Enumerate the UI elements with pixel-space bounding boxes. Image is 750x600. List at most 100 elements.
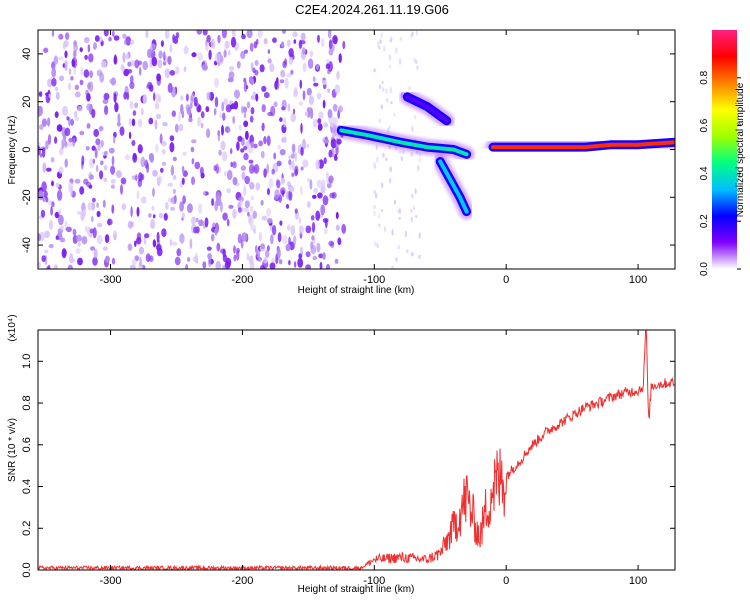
noise-blob bbox=[215, 195, 222, 207]
noise-blob bbox=[208, 49, 212, 60]
colorbar: 0.0 0.2 0.4 0.6 0.8 Normalized spectral ampl… bbox=[699, 30, 746, 276]
noise-blob bbox=[312, 194, 317, 199]
noise-blob bbox=[156, 175, 163, 184]
noise-blob bbox=[142, 93, 148, 105]
noise-blob bbox=[123, 91, 128, 100]
noise-blob bbox=[75, 248, 81, 254]
noise-blob bbox=[113, 35, 120, 41]
noise-blob bbox=[260, 243, 265, 250]
noise-blob bbox=[294, 208, 298, 214]
noise-blob bbox=[111, 155, 115, 166]
noise-blob bbox=[171, 110, 176, 117]
noise-blob bbox=[130, 39, 135, 45]
noise-blob bbox=[190, 92, 195, 102]
noise-speckle bbox=[383, 226, 387, 233]
noise-speckle bbox=[410, 152, 413, 157]
noise-blob bbox=[227, 127, 231, 133]
noise-blob bbox=[181, 212, 185, 219]
noise-blob bbox=[288, 159, 292, 166]
noise-blob bbox=[163, 51, 166, 61]
noise-blob bbox=[243, 81, 248, 93]
noise-blob bbox=[70, 118, 74, 126]
noise-blob bbox=[237, 233, 242, 244]
noise-blob bbox=[119, 126, 125, 136]
noise-blob bbox=[179, 201, 185, 212]
noise-blob bbox=[298, 39, 303, 49]
noise-blob bbox=[74, 84, 80, 91]
noise-blob bbox=[50, 157, 55, 163]
noise-speckle bbox=[380, 104, 383, 110]
noise-blob bbox=[317, 34, 320, 43]
noise-blob bbox=[127, 61, 132, 67]
noise-speckle bbox=[375, 144, 378, 150]
noise-blob bbox=[276, 247, 281, 259]
noise-blob bbox=[267, 245, 270, 252]
noise-blob bbox=[47, 134, 52, 145]
noise-speckle bbox=[374, 240, 377, 247]
noise-blob bbox=[107, 218, 111, 226]
noise-blob bbox=[68, 68, 72, 76]
noise-blob bbox=[134, 174, 138, 182]
noise-speckle bbox=[410, 216, 413, 223]
snr-y-axis: 0.0 0.2 0.4 0.6 0.8 1.0 bbox=[21, 354, 675, 578]
noise-speckle bbox=[411, 252, 414, 257]
noise-blob bbox=[255, 38, 259, 45]
noise-speckle bbox=[402, 150, 405, 155]
noise-blob bbox=[158, 212, 164, 219]
noise-blob bbox=[307, 58, 314, 69]
noise-speckle bbox=[390, 101, 393, 105]
noise-blob bbox=[112, 136, 116, 144]
noise-blob bbox=[183, 45, 189, 55]
noise-blob bbox=[157, 59, 163, 69]
noise-blob bbox=[164, 202, 169, 210]
noise-blob bbox=[246, 30, 253, 39]
noise-blob bbox=[311, 235, 315, 241]
noise-blob bbox=[65, 226, 72, 232]
noise-blob bbox=[81, 236, 88, 245]
noise-blob bbox=[280, 177, 284, 186]
noise-blob bbox=[335, 224, 340, 231]
noise-blob bbox=[302, 90, 306, 101]
noise-blob bbox=[187, 257, 191, 262]
noise-speckle bbox=[378, 46, 381, 50]
noise-blob bbox=[124, 39, 127, 45]
noise-blob bbox=[327, 109, 333, 119]
noise-blob bbox=[131, 140, 136, 146]
noise-blob bbox=[306, 87, 312, 96]
noise-blob bbox=[260, 150, 265, 159]
x-tick-label: -300 bbox=[100, 274, 122, 286]
noise-blob bbox=[61, 139, 64, 150]
noise-speckle bbox=[411, 31, 414, 37]
noise-blob bbox=[164, 68, 171, 79]
noise-blob bbox=[86, 123, 91, 129]
noise-blob bbox=[237, 207, 242, 213]
noise-blob bbox=[161, 228, 167, 238]
noise-blob bbox=[333, 36, 338, 45]
noise-blob bbox=[306, 143, 310, 149]
noise-blob bbox=[76, 234, 82, 242]
noise-blob bbox=[79, 130, 85, 136]
noise-blob bbox=[305, 251, 311, 258]
noise-blob bbox=[152, 187, 155, 197]
noise-blob bbox=[59, 225, 65, 231]
noise-blob bbox=[267, 188, 270, 196]
x-tick-label: 0 bbox=[503, 274, 509, 286]
noise-speckle bbox=[411, 193, 414, 199]
noise-blob bbox=[122, 52, 126, 63]
noise-blob bbox=[226, 218, 230, 227]
noise-blob bbox=[76, 210, 82, 215]
noise-blob bbox=[255, 182, 261, 191]
noise-blob bbox=[92, 227, 97, 239]
noise-blob bbox=[305, 225, 312, 234]
noise-blob bbox=[250, 196, 254, 201]
noise-blob bbox=[263, 168, 267, 178]
noise-blob bbox=[200, 111, 205, 119]
noise-blob bbox=[58, 166, 64, 174]
noise-blob bbox=[322, 252, 326, 260]
noise-blob bbox=[176, 248, 182, 257]
noise-blob bbox=[110, 184, 115, 189]
noise-blob bbox=[206, 34, 211, 43]
noise-blob bbox=[300, 122, 303, 134]
noise-speckle bbox=[380, 32, 383, 39]
noise-blob bbox=[267, 111, 273, 117]
